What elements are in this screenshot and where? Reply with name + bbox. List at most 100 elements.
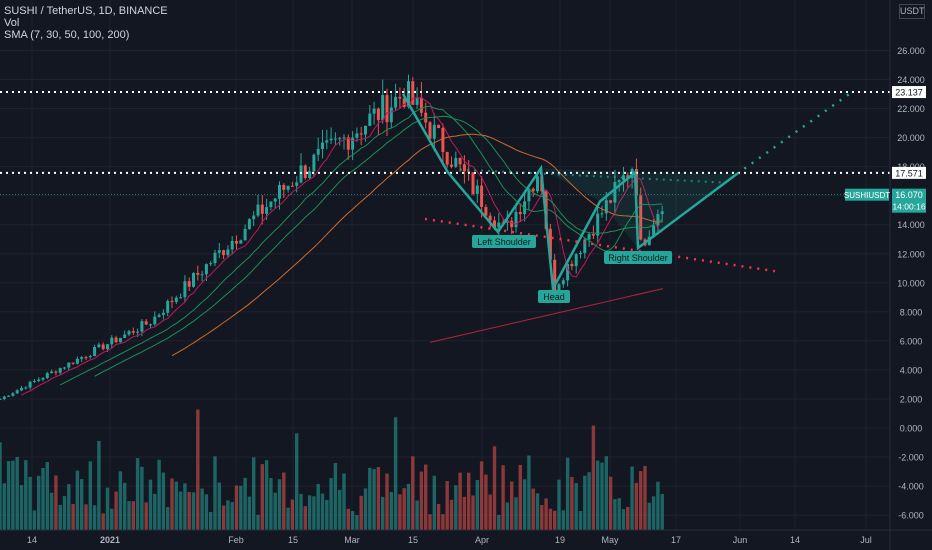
volume-bar [557,479,561,530]
currency-unit-label[interactable]: USDT [899,4,925,19]
volume-bar [415,500,419,530]
volume-bar [196,409,200,530]
volume-bar [290,499,295,530]
volume-tick-label: -4.000 [898,482,924,492]
candle-body [0,398,2,400]
x-tick-label: 14 [790,535,800,545]
volume-bar [101,513,105,530]
volume-bar [277,479,282,530]
volume-bar [497,514,501,530]
volume-bar [385,473,389,530]
candle-body [493,220,496,228]
sma-line [21,97,663,396]
volume-bar [424,464,428,530]
neckline-dotted [424,217,776,273]
candle-body [518,212,522,215]
volume-bar [209,511,213,530]
volume-bar [531,488,535,530]
candle-body [37,379,41,381]
candle-body [660,211,664,215]
candle-body [617,180,621,183]
candle-body [265,207,269,214]
candle-body [282,184,286,190]
volume-bar [157,459,161,530]
volume-bar [540,505,544,530]
candle-body [351,137,355,150]
volume-bar [97,440,101,530]
candle-body [256,204,260,216]
volume-bar [123,482,127,530]
volume-bar [178,491,183,530]
candle-body [437,124,441,128]
volume-bar [325,499,329,530]
volume-bar [570,477,574,530]
candle-body [183,281,187,298]
candle-body [342,137,346,139]
y-tick-label: 14.000 [897,220,925,230]
candle-body [462,164,466,172]
volume-bar [647,502,651,530]
candle-body [579,252,582,255]
candle-body [204,264,208,275]
volume-bar [166,507,170,530]
volume-bar [0,442,2,530]
volume-bar [170,478,174,530]
candle-body [157,314,161,317]
last-price-box [892,188,926,213]
volume-bar [454,485,458,530]
candle-body [269,201,273,208]
volume-bar [381,496,385,530]
candle-body [303,165,307,178]
candle-body [622,175,625,181]
volume-bar [436,504,441,530]
volume-bar [273,492,277,530]
candle-body [71,362,75,364]
candle-body [570,263,574,267]
volume-bar [114,491,118,530]
candle-body [15,390,19,394]
volume-bar [479,461,484,530]
volume-bar [127,501,131,530]
volume-bar [239,485,243,530]
volume-bar [62,496,67,530]
pattern-drawings: Left Shoulder Head Right Shoulder [0,91,890,303]
sma-line [94,115,663,377]
candle-body [609,200,613,203]
candle-body [200,274,204,276]
candle-body [527,188,531,202]
candle-body [364,125,367,135]
candle-body [192,272,195,287]
volume-bar [578,511,583,530]
volume-bar [634,482,639,530]
candle-body [411,81,415,105]
price-label-box [892,86,926,99]
volume-bar [617,498,621,530]
volume-bar [368,467,372,530]
volume-bar [522,479,527,530]
volume-bar [501,465,505,530]
volume-bar [505,502,510,530]
x-tick-label: 14 [27,535,37,545]
candle-body [45,373,49,379]
volume-bar [398,494,402,530]
volume-bar [45,462,49,530]
candle-body [484,206,488,216]
candle-body [140,321,144,332]
volume-bar [131,501,135,530]
volume-bar [58,504,62,530]
candle-body [626,175,630,178]
candle-body [213,252,217,264]
x-tick-label: May [601,535,619,545]
volume-bar [604,456,608,530]
candle-body [299,165,303,183]
candle-body [583,239,587,253]
y-tick-label: 26.000 [897,46,925,56]
volume-bar [587,472,591,530]
volume-bar [320,493,325,530]
volume-bar [527,455,531,530]
volume-bar [643,466,647,530]
volume-bar [174,481,178,530]
candle-body [359,133,363,135]
volume-bar [660,493,664,530]
